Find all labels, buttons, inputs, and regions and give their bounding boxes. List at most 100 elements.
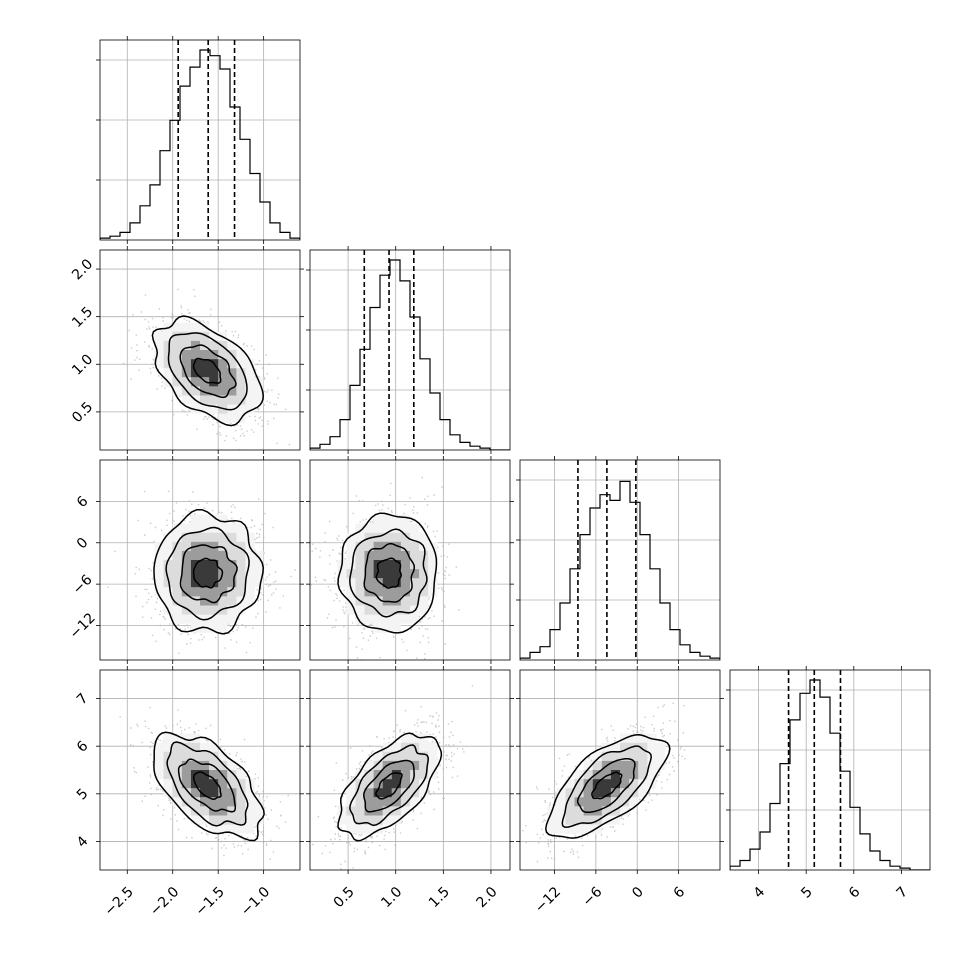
y-tick-label: 2.0 bbox=[69, 256, 96, 283]
x-tick-label: 1.0 bbox=[378, 884, 405, 911]
density-panel-3-0: −2.5 −2.0 −1.5 −1.0 4 5 6 7 bbox=[74, 666, 304, 919]
y-tick-label: 0 bbox=[74, 535, 92, 553]
x-tick-label: −6 bbox=[580, 884, 606, 910]
contour-level-1 bbox=[576, 758, 636, 814]
contour-level-1 bbox=[363, 542, 416, 603]
contour-level-0 bbox=[193, 771, 222, 800]
density-level-4 bbox=[154, 733, 264, 834]
histogram-panel-3: 4 5 6 7 bbox=[726, 666, 931, 902]
histogram-panel-2 bbox=[516, 456, 721, 664]
density-level-1 bbox=[592, 770, 620, 798]
density-panel-3-1: 0.5 1.0 1.5 2.0 bbox=[306, 666, 514, 911]
panel-frame bbox=[309, 249, 511, 451]
x-tick-label: 1.5 bbox=[426, 884, 453, 911]
histogram-step bbox=[730, 679, 930, 870]
contour-level-1 bbox=[363, 759, 415, 813]
contour-level-1 bbox=[177, 758, 237, 813]
density-level-3 bbox=[163, 331, 246, 414]
x-tick-label: 4 bbox=[751, 884, 769, 902]
x-tick-label: 7 bbox=[893, 884, 911, 902]
y-tick-label: 1.0 bbox=[69, 351, 96, 378]
contour-level-3 bbox=[337, 732, 443, 842]
x-tick-label: 0.5 bbox=[331, 884, 358, 911]
y-tick-label: 4 bbox=[74, 833, 92, 851]
histogram-panel-0 bbox=[96, 36, 301, 244]
density-level-1 bbox=[190, 359, 219, 387]
contour-level-3 bbox=[153, 731, 265, 842]
density-level-2 bbox=[181, 340, 237, 396]
density-panel-3-2: −12 −6 0 6 bbox=[516, 666, 724, 916]
x-tick-label: 0 bbox=[629, 884, 647, 902]
panel-frame bbox=[309, 669, 511, 871]
y-tick-label: 6 bbox=[74, 738, 92, 756]
density-content bbox=[122, 288, 291, 450]
x-tick-label: 5 bbox=[798, 884, 816, 902]
contour-level-3 bbox=[153, 508, 265, 635]
contour-level-1 bbox=[179, 344, 237, 399]
contour-level-2 bbox=[349, 528, 428, 618]
density-panel-2-1 bbox=[306, 456, 514, 664]
density-level-1 bbox=[190, 770, 219, 798]
contour-level-2 bbox=[166, 741, 249, 827]
density-level-4 bbox=[154, 322, 264, 423]
x-tick-label: −2.0 bbox=[147, 884, 182, 919]
y-tick-label: −6 bbox=[70, 572, 96, 598]
y-tick-label: −12 bbox=[67, 610, 99, 642]
contour-level-2 bbox=[167, 332, 248, 411]
y-tick-label: 5 bbox=[74, 786, 92, 804]
density-level-3 bbox=[163, 742, 246, 825]
panel-frame bbox=[729, 669, 931, 871]
x-tick-label: −12 bbox=[532, 884, 564, 916]
histogram-step bbox=[100, 49, 300, 240]
contour-level-0 bbox=[192, 557, 224, 589]
contour-level-0 bbox=[192, 357, 222, 384]
x-tick-label: 2.0 bbox=[474, 884, 501, 911]
density-content bbox=[107, 460, 300, 654]
x-tick-label: −1.5 bbox=[192, 884, 227, 919]
contour-level-2 bbox=[165, 526, 250, 621]
histogram-step bbox=[310, 259, 510, 450]
density-level-4 bbox=[337, 733, 438, 834]
density-level-3 bbox=[565, 742, 648, 825]
contour-level-3 bbox=[545, 734, 671, 839]
contour-level-1 bbox=[179, 544, 238, 604]
contour-level-0 bbox=[375, 772, 403, 800]
x-tick-label: 6 bbox=[671, 884, 689, 902]
density-content bbox=[119, 707, 289, 860]
density-level-2 bbox=[181, 541, 237, 606]
density-content bbox=[310, 476, 460, 660]
y-tick-label: 7 bbox=[74, 690, 92, 708]
x-tick-label: −2.5 bbox=[102, 884, 137, 919]
x-tick-label: −1.0 bbox=[238, 884, 273, 919]
density-content bbox=[522, 702, 686, 863]
panel-frame bbox=[99, 459, 301, 661]
density-level-1 bbox=[373, 770, 401, 798]
density-level-3 bbox=[163, 532, 246, 615]
histogram-panel-1 bbox=[306, 246, 511, 454]
density-level-2 bbox=[364, 541, 420, 606]
density-level-2 bbox=[574, 760, 639, 816]
panel-frame bbox=[99, 39, 301, 241]
density-level-3 bbox=[346, 742, 429, 825]
y-tick-label: 1.5 bbox=[69, 304, 96, 331]
panel-frame bbox=[519, 459, 721, 661]
density-level-1 bbox=[373, 560, 401, 588]
density-panel-2-0: −12 −6 0 6 bbox=[67, 456, 304, 664]
contour-level-3 bbox=[337, 512, 438, 634]
density-level-1 bbox=[190, 560, 219, 588]
panel-frame bbox=[99, 249, 301, 451]
contour-level-0 bbox=[591, 771, 623, 800]
density-content bbox=[312, 685, 474, 870]
y-tick-label: 6 bbox=[74, 493, 92, 511]
density-panel-1-0: 0.5 1.0 1.5 2.0 bbox=[69, 246, 304, 454]
x-tick-label: 6 bbox=[846, 884, 864, 902]
panel-frame bbox=[309, 459, 511, 661]
contour-level-2 bbox=[349, 744, 429, 827]
panel-frame bbox=[519, 669, 721, 871]
contour-level-0 bbox=[375, 557, 402, 589]
y-tick-label: 0.5 bbox=[69, 399, 96, 426]
contour-level-3 bbox=[151, 315, 264, 427]
histogram-step bbox=[520, 480, 720, 660]
